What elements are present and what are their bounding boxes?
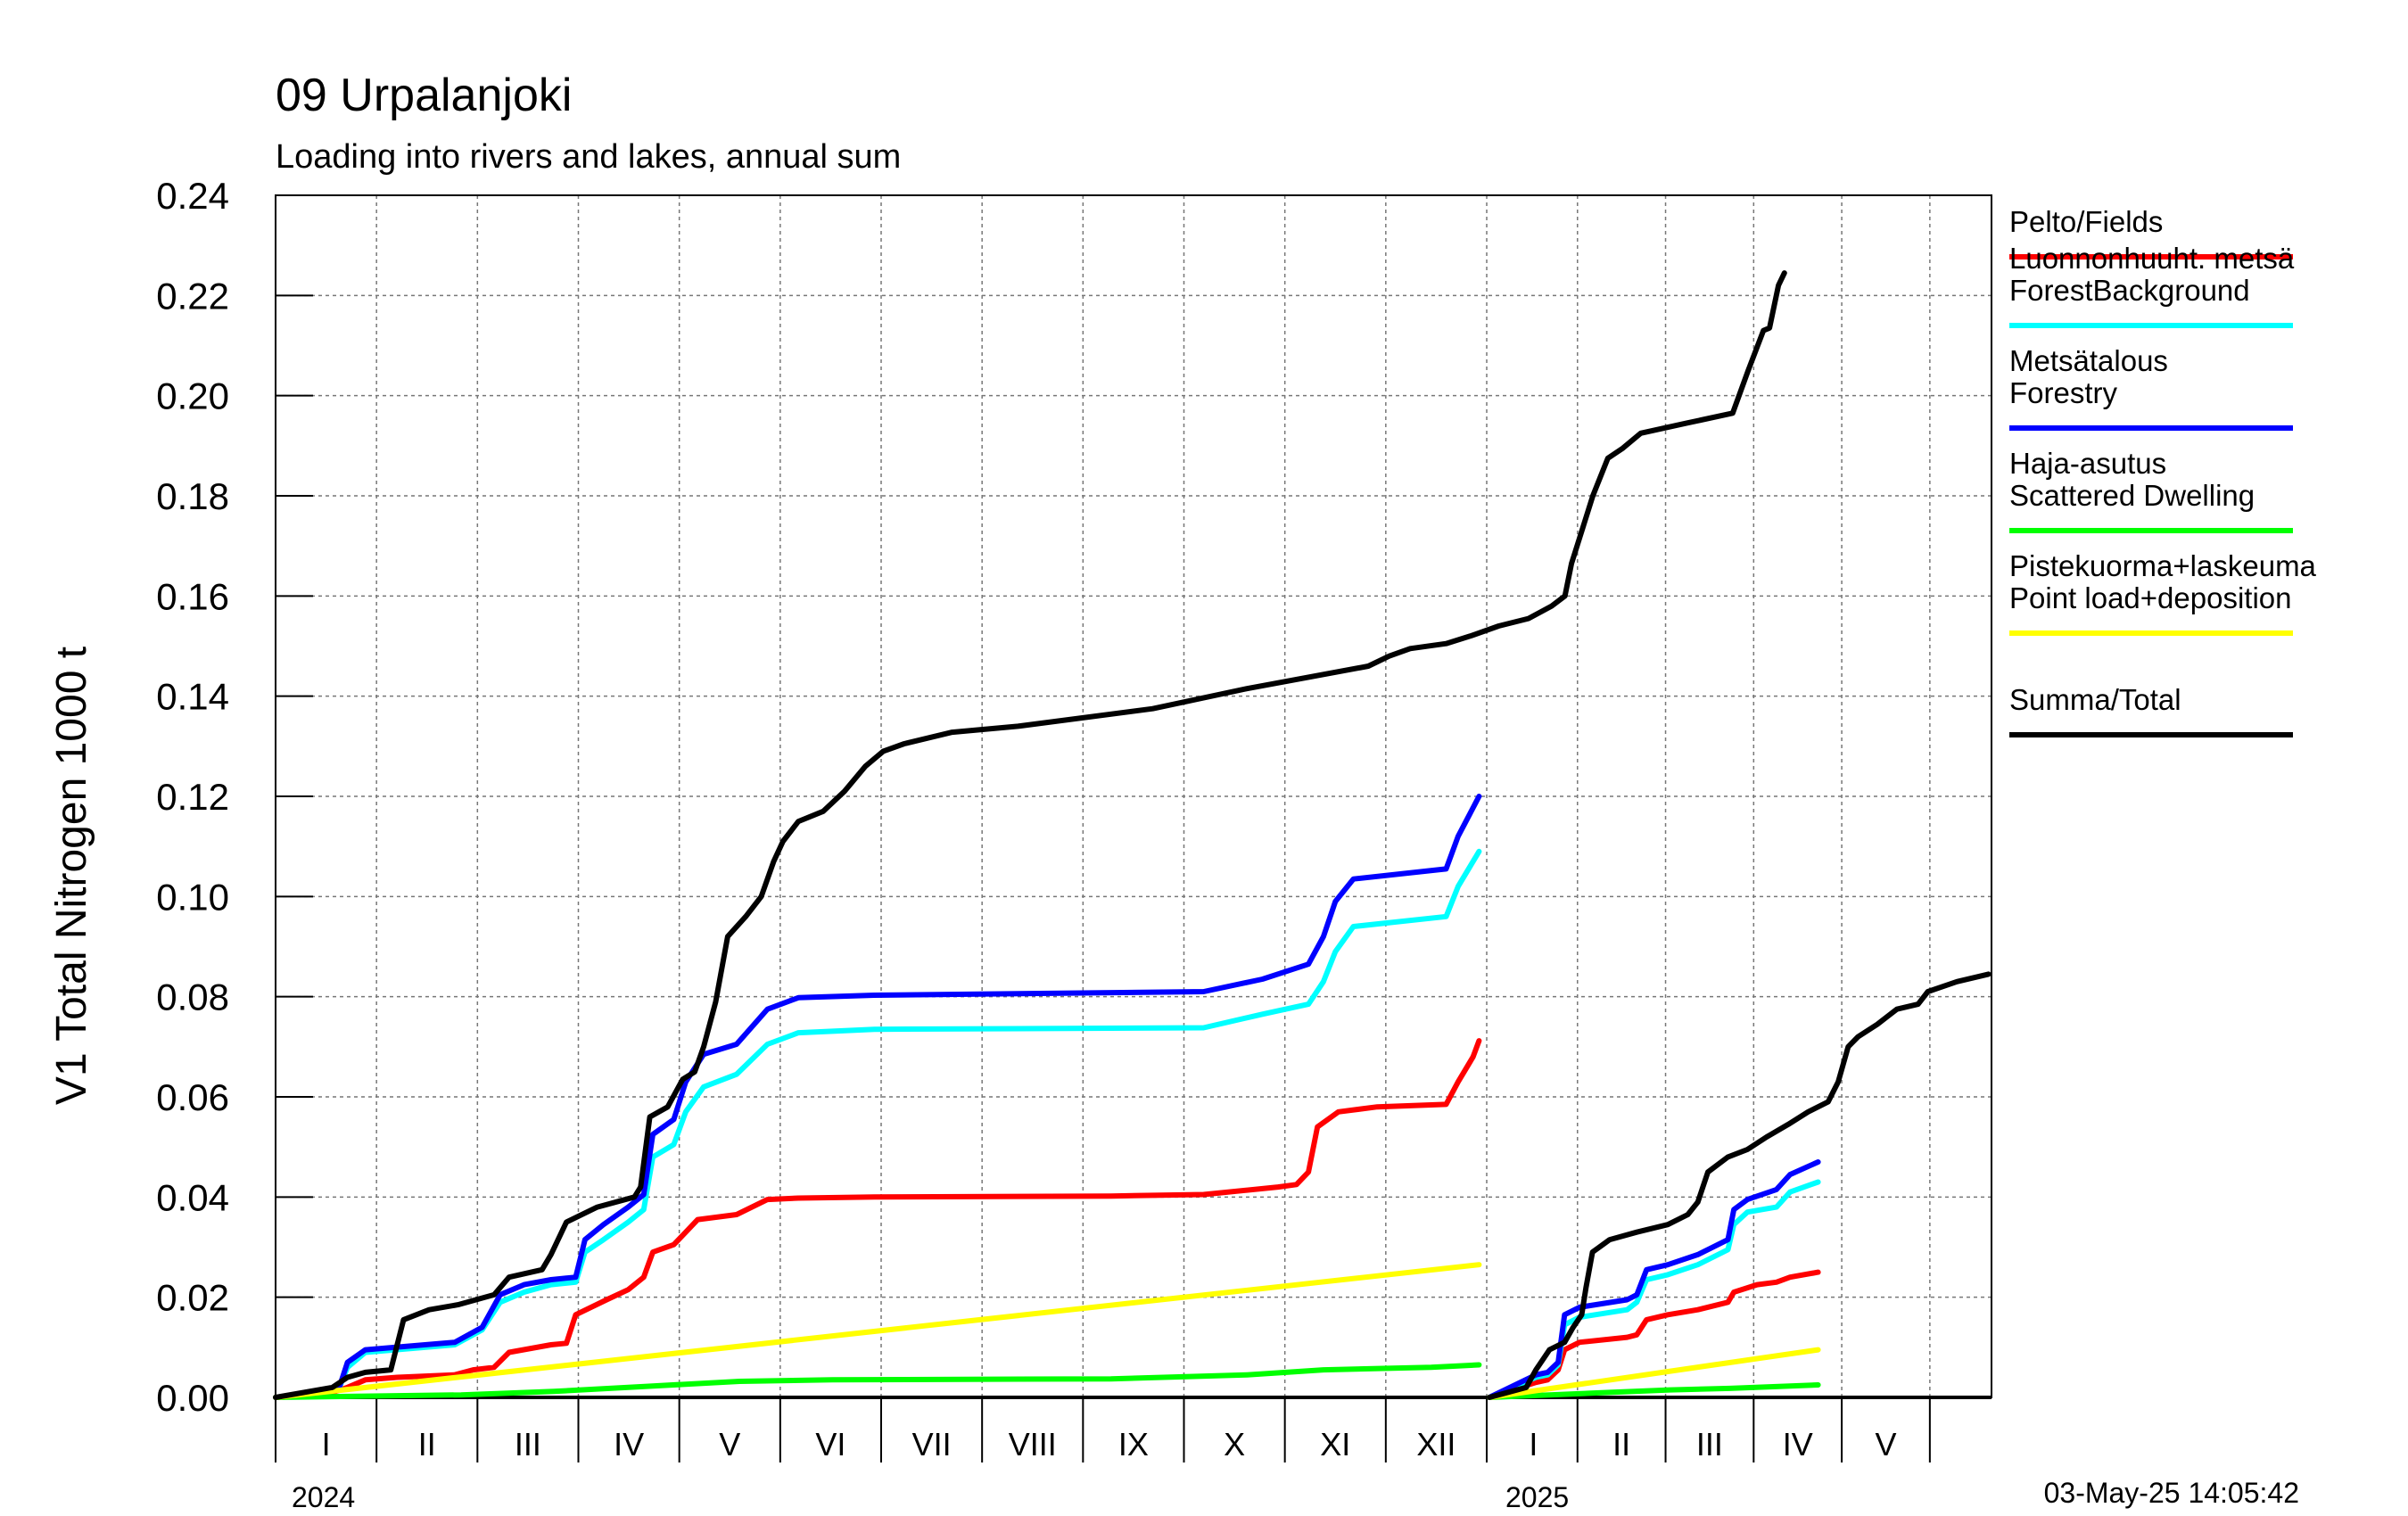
chart-subtitle: Loading into rivers and lakes, annual su… xyxy=(276,138,901,176)
legend: Pelto/Fields Luonnonhuuht. metsäForestBac… xyxy=(2009,205,2317,737)
series-line xyxy=(1487,1382,1821,1400)
month-label: IX xyxy=(1118,1426,1149,1462)
month-label: XI xyxy=(1320,1426,1350,1462)
series-line xyxy=(273,270,1787,1400)
month-label: X xyxy=(1224,1426,1245,1462)
legend-label: Summa/Total xyxy=(2009,683,2181,716)
y-tick-label: 0.16 xyxy=(156,575,229,617)
legend-label: Haja-asutus xyxy=(2009,447,2166,480)
series-line xyxy=(273,848,1482,1400)
month-label: V xyxy=(1875,1426,1896,1462)
y-tick-label: 0.04 xyxy=(156,1176,229,1218)
y-tick-label: 0.06 xyxy=(156,1076,229,1118)
y-axis-label: V1 Total Nitrogen 1000 t xyxy=(48,647,95,1105)
month-label: I xyxy=(1529,1426,1538,1462)
y-tick-label: 0.12 xyxy=(156,776,229,818)
series-line xyxy=(273,1038,1482,1400)
y-tick-label: 0.18 xyxy=(156,475,229,517)
month-label: VI xyxy=(815,1426,845,1462)
series-line xyxy=(273,1262,1482,1400)
series-line xyxy=(1487,1269,1821,1400)
legend-label: Luonnonhuuht. metsä xyxy=(2009,242,2295,275)
legend-label: Pistekuorma+laskeuma xyxy=(2009,549,2317,582)
y-tick-label: 0.10 xyxy=(156,876,229,918)
data-series xyxy=(273,270,1992,1400)
month-label: VIII xyxy=(1009,1426,1057,1462)
axes: 0.00 0.02 0.04 0.06 0.08 0.10 0.12 0.14 0.16 0.18… xyxy=(156,175,1992,1513)
month-label: V xyxy=(719,1426,740,1462)
y-tick-label: 0.22 xyxy=(156,275,229,317)
y-tick-label: 0.00 xyxy=(156,1377,229,1419)
y-tick-label: 0.08 xyxy=(156,976,229,1018)
year-label: 2024 xyxy=(292,1481,355,1513)
y-tick-label: 0.20 xyxy=(156,375,229,417)
month-label: II xyxy=(1612,1426,1630,1462)
month-label: XII xyxy=(1416,1426,1456,1462)
series-line xyxy=(273,1362,1482,1400)
series-line xyxy=(1487,1159,1821,1400)
month-label: VII xyxy=(912,1426,952,1462)
month-label: III xyxy=(1696,1426,1723,1462)
legend-label: Point load+deposition xyxy=(2009,581,2292,614)
year-label: 2025 xyxy=(1505,1481,1569,1513)
legend-label: Scattered Dwelling xyxy=(2009,479,2255,512)
month-label: III xyxy=(515,1426,541,1462)
y-tick-label: 0.02 xyxy=(156,1277,229,1319)
y-tick-label: 0.24 xyxy=(156,175,229,217)
series-line xyxy=(273,794,1482,1400)
month-label: II xyxy=(418,1426,436,1462)
legend-item: Summa/Total xyxy=(2009,683,2293,737)
month-label: IV xyxy=(1783,1426,1813,1462)
series-line xyxy=(1487,971,1992,1400)
legend-label: Forestry xyxy=(2009,376,2118,409)
month-label: I xyxy=(322,1426,331,1462)
chart-title: 09 Urpalanjoki xyxy=(276,70,572,121)
legend-label: Metsätalous xyxy=(2009,344,2168,377)
month-label: IV xyxy=(614,1426,644,1462)
legend-label: Pelto/Fields xyxy=(2009,205,2163,238)
y-tick-label: 0.14 xyxy=(156,676,229,718)
legend-item: Pelto/Fields xyxy=(2009,205,2293,260)
series-line xyxy=(1487,1347,1821,1400)
legend-label: ForestBackground xyxy=(2009,274,2250,307)
timestamp: 03-May-25 14:05:42 xyxy=(2044,1477,2299,1509)
